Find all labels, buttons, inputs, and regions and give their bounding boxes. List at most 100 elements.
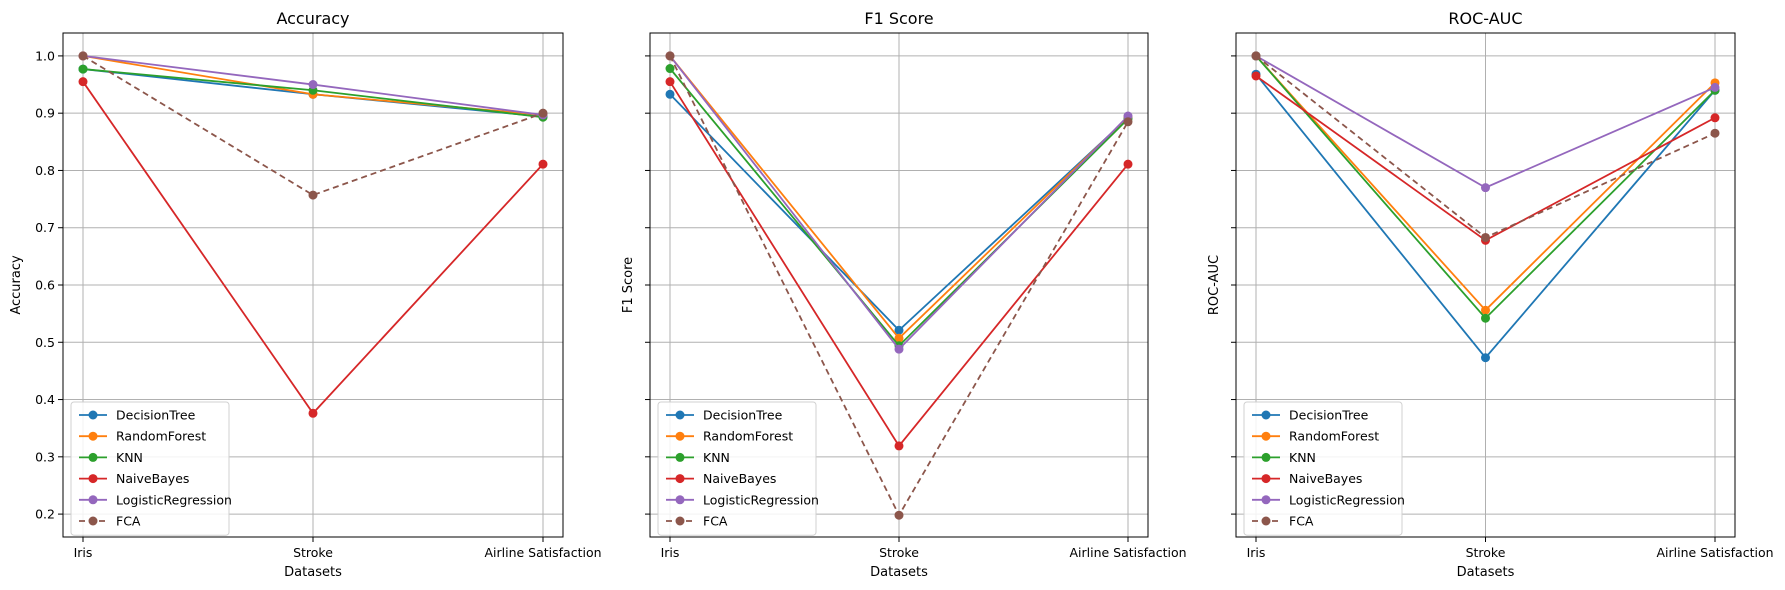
legend: DecisionTree RandomForest KNN NaiveBayes Log… <box>1243 401 1405 536</box>
legend-label: KNN <box>1289 450 1316 465</box>
data-point-logisticregression <box>308 80 318 90</box>
data-point-fca <box>1710 128 1720 138</box>
data-point-decisiontree <box>1481 353 1490 363</box>
y-tick-label: 0.8 <box>35 163 55 178</box>
data-point-knn <box>665 64 675 74</box>
legend-label: NaiveBayes <box>703 471 776 486</box>
legend-marker <box>1261 410 1271 420</box>
legend-marker <box>1261 452 1271 462</box>
legend-marker <box>675 474 685 484</box>
data-point-fca <box>78 51 88 61</box>
legend-marker <box>88 452 98 462</box>
legend-label: DecisionTree <box>116 408 196 423</box>
legend-label: DecisionTree <box>1289 408 1369 423</box>
legend-marker <box>88 410 98 420</box>
data-point-logisticregression <box>894 344 904 354</box>
legend-marker <box>675 410 685 420</box>
data-point-naivebayes <box>78 77 88 87</box>
axes-frame <box>62 32 564 538</box>
data-point-fca <box>1481 232 1490 242</box>
x-tick-label: Airline Satisfaction <box>1656 545 1773 560</box>
data-point-naivebayes <box>1251 71 1261 81</box>
legend-marker <box>675 431 685 441</box>
data-point-naivebayes <box>894 441 904 451</box>
y-tick-label: 0.5 <box>35 335 55 350</box>
legend-marker <box>88 431 98 441</box>
data-point-naivebayes <box>308 408 318 418</box>
legend-marker <box>1261 431 1271 441</box>
legend-marker <box>1261 495 1271 505</box>
x-tick-label: Airline Satisfaction <box>1069 545 1186 560</box>
x-tick-label: Iris <box>661 545 680 560</box>
legend-label: LogisticRegression <box>116 492 232 507</box>
legend-marker <box>88 474 98 484</box>
legend-label: NaiveBayes <box>116 471 189 486</box>
panel-title: Accuracy <box>276 9 349 28</box>
x-tick-label: Iris <box>1247 545 1266 560</box>
x-axis-label: Datasets <box>284 565 342 580</box>
x-axis-label: Datasets <box>870 565 928 580</box>
panel-1: 0.2 0.3 0.4 0.5 0.6 0.7 0.8 0.9 1.0 Iris Stroke Air… <box>9 9 602 580</box>
data-point-naivebayes <box>538 159 548 169</box>
y-tick-label: 0.6 <box>35 278 55 293</box>
axes-frame <box>649 32 1149 538</box>
legend-marker <box>1261 516 1271 526</box>
legend-box <box>1243 401 1403 536</box>
x-tick-label: Stroke <box>293 545 333 560</box>
data-point-knn <box>1481 313 1490 323</box>
panel-3: Iris Stroke Airline Satisfaction ROC-AUC Dat… <box>1207 9 1774 580</box>
legend-label: LogisticRegression <box>703 492 819 507</box>
data-point-naivebayes <box>665 77 675 87</box>
legend-label: RandomForest <box>703 429 793 444</box>
legend-label: KNN <box>703 450 730 465</box>
legend-label: FCA <box>1289 514 1314 529</box>
y-tick-label: 0.3 <box>35 449 55 464</box>
legend-label: NaiveBayes <box>1289 471 1362 486</box>
data-point-decisiontree <box>894 325 904 335</box>
panel-2: Iris Stroke Airline Satisfaction F1 Score Da… <box>621 9 1187 580</box>
y-tick-label: 0.4 <box>35 392 55 407</box>
legend: DecisionTree RandomForest KNN NaiveBayes Log… <box>657 401 819 536</box>
data-point-logisticregression <box>1481 183 1490 193</box>
data-point-randomforest <box>894 333 904 343</box>
data-point-decisiontree <box>665 89 675 99</box>
x-axis-label: Datasets <box>1457 565 1515 580</box>
axes-frame <box>1235 32 1736 538</box>
panel-title: ROC-AUC <box>1448 9 1522 28</box>
legend-box <box>657 401 817 536</box>
y-tick-label: 0.9 <box>35 106 55 121</box>
y-tick-label: 1.0 <box>35 48 55 63</box>
x-tick-label: Iris <box>74 545 93 560</box>
legend-label: RandomForest <box>116 429 206 444</box>
data-point-fca <box>665 51 675 61</box>
legend-marker <box>675 452 685 462</box>
y-tick-label: 0.7 <box>35 220 55 235</box>
legend-label: RandomForest <box>1289 429 1379 444</box>
data-point-fca <box>538 108 548 118</box>
legend-label: FCA <box>116 514 141 529</box>
y-axis-label: Accuracy <box>9 255 24 315</box>
legend-label: KNN <box>116 450 143 465</box>
x-tick-label: Stroke <box>1466 545 1506 560</box>
data-point-logisticregression <box>1710 82 1720 92</box>
legend-box <box>70 401 230 536</box>
data-point-knn <box>78 64 88 74</box>
data-point-naivebayes <box>1123 159 1133 169</box>
y-axis-label: F1 Score <box>621 257 636 313</box>
series-line-fca <box>82 55 544 197</box>
y-axis-label: ROC-AUC <box>1207 255 1222 315</box>
panel-title: F1 Score <box>864 9 933 28</box>
legend: DecisionTree RandomForest KNN NaiveBayes Log… <box>70 401 232 536</box>
data-point-fca <box>308 190 318 200</box>
x-tick-label: Stroke <box>879 545 919 560</box>
legend-marker <box>675 516 685 526</box>
legend-marker <box>1261 474 1271 484</box>
legend-label: LogisticRegression <box>1289 492 1405 507</box>
data-point-fca <box>1123 117 1133 127</box>
legend-marker <box>88 516 98 526</box>
y-tick-label: 0.2 <box>35 507 55 522</box>
data-point-naivebayes <box>1710 113 1720 123</box>
legend-marker <box>88 495 98 505</box>
legend-label: DecisionTree <box>703 408 783 423</box>
